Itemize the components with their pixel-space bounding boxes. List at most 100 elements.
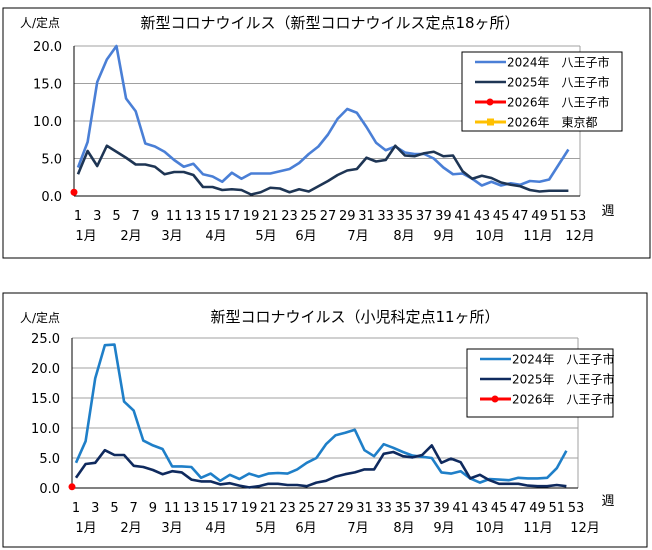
x-tick-label: 35 <box>395 501 412 516</box>
x-tick-label: 21 <box>262 209 279 224</box>
x-tick-label: 11 <box>164 501 181 516</box>
month-label: 1月 <box>75 229 96 244</box>
x-tick-label: 3 <box>93 209 101 224</box>
month-label: 2月 <box>120 229 141 244</box>
y-tick-label: 20.0 <box>31 362 60 377</box>
month-label: 11月 <box>523 229 553 244</box>
legend-marker <box>491 395 499 403</box>
x-tick-label: 45 <box>493 209 510 224</box>
x-tick-label: 51 <box>550 209 567 224</box>
x-tick-label: 1 <box>74 209 82 224</box>
x-tick-label: 5 <box>110 501 118 516</box>
x-tick-label: 15 <box>204 209 221 224</box>
month-label: 1月 <box>75 521 96 536</box>
legend-box <box>466 348 614 418</box>
x-tick-label: 27 <box>320 209 337 224</box>
month-label: 9月 <box>433 229 454 244</box>
x-tick-label: 27 <box>318 501 335 516</box>
x-tick-label: 15 <box>202 501 219 516</box>
y-tick-label: 0.0 <box>39 482 60 497</box>
x-tick-label: 31 <box>356 501 373 516</box>
series-line-2025年 <box>76 144 569 196</box>
month-label: 2月 <box>120 521 141 536</box>
y-tick-label: 0.0 <box>41 190 62 205</box>
legend-label: 2024年 八王子市 <box>507 55 610 70</box>
x-tick-label: 7 <box>130 501 138 516</box>
series-line-2024年 <box>74 343 568 484</box>
x-tick-label: 41 <box>454 209 471 224</box>
legend-label: 2026年 東京都 <box>507 116 598 130</box>
series-line-2024年 <box>76 44 570 187</box>
month-label: 7月 <box>347 229 368 244</box>
x-tick-label: 41 <box>452 501 469 516</box>
x-tick-label: 45 <box>491 501 508 516</box>
month-label: 3月 <box>161 521 182 536</box>
x-tick-label: 33 <box>377 209 394 224</box>
legend: 2024年 八王子市 2025年 八王子市 2026年 八王子市 <box>466 348 615 418</box>
x-tick-label: 3 <box>91 501 99 516</box>
y-tick-label: 5.0 <box>41 153 62 168</box>
month-label: 10月 <box>475 229 505 244</box>
chart-1: 新型コロナウイルス（新型コロナウイルス定点18ヶ所） 人/定点 0.0 5.0 10.0… <box>2 7 651 259</box>
x-tick-label: 37 <box>414 501 431 516</box>
x-tick-label: 49 <box>529 501 546 516</box>
x-tick-label: 35 <box>397 209 414 224</box>
legend-label: 2026年 八王子市 <box>507 95 610 110</box>
y-axis-label: 人/定点 <box>20 15 60 30</box>
chart-2: 新型コロナウイルス（小児科定点11ヶ所） 人/定点 0.0 5.0 10.0 15.0 20… <box>2 292 648 548</box>
x-tick-label: 1 <box>72 501 80 516</box>
series-line-2025年 <box>74 444 567 489</box>
month-label: 3月 <box>161 229 182 244</box>
series-point <box>68 483 76 491</box>
month-label: 10月 <box>475 521 505 536</box>
month-label: 7月 <box>347 521 368 536</box>
month-label: 4月 <box>205 521 226 536</box>
month-label: 9月 <box>433 521 454 536</box>
x-tick-label: 17 <box>224 209 241 224</box>
legend-marker <box>487 118 494 126</box>
y-tick-label: 15.0 <box>33 78 62 93</box>
x-tick-label: 53 <box>570 209 587 224</box>
y-axis-label: 人/定点 <box>20 310 60 325</box>
month-label: 6月 <box>295 229 316 244</box>
x-tick-label: 33 <box>375 501 392 516</box>
x-tick-label: 23 <box>281 209 298 224</box>
chart-border <box>2 7 651 259</box>
month-label: 5月 <box>255 229 276 244</box>
x-axis-label: 週 <box>601 204 614 219</box>
x-tick-label: 7 <box>132 209 140 224</box>
y-tick-label: 25.0 <box>31 332 60 347</box>
y-tick-label: 20.0 <box>33 40 62 55</box>
legend-label: 2026年 八王子市 <box>512 392 615 407</box>
y-tick-label: 10.0 <box>31 422 60 437</box>
x-tick-label: 29 <box>337 501 354 516</box>
x-tick-label: 47 <box>512 209 529 224</box>
x-tick-label: 23 <box>279 501 296 516</box>
x-axis-label: 週 <box>601 494 614 509</box>
chart-border <box>2 292 648 548</box>
series-point <box>70 188 78 196</box>
month-label: 11月 <box>523 521 553 536</box>
x-tick-label: 39 <box>435 209 452 224</box>
x-tick-label: 53 <box>568 501 585 516</box>
x-tick-label: 51 <box>548 501 565 516</box>
x-tick-label: 39 <box>433 501 450 516</box>
month-label: 5月 <box>255 521 276 536</box>
x-tick-label: 49 <box>531 209 548 224</box>
x-tick-label: 43 <box>474 209 491 224</box>
x-tick-label: 19 <box>241 501 258 516</box>
month-label: 12月 <box>570 521 600 536</box>
y-tick-label: 5.0 <box>39 452 60 467</box>
x-tick-label: 19 <box>243 209 260 224</box>
month-label: 8月 <box>393 229 414 244</box>
month-label: 12月 <box>565 229 595 244</box>
y-tick-label: 10.0 <box>33 115 62 130</box>
x-tick-label: 31 <box>358 209 375 224</box>
x-tick-label: 13 <box>183 501 200 516</box>
x-tick-label: 21 <box>260 501 277 516</box>
legend-label: 2025年 八王子市 <box>507 75 610 90</box>
x-tick-label: 9 <box>151 209 159 224</box>
x-tick-label: 43 <box>472 501 489 516</box>
legend-marker <box>486 98 494 106</box>
